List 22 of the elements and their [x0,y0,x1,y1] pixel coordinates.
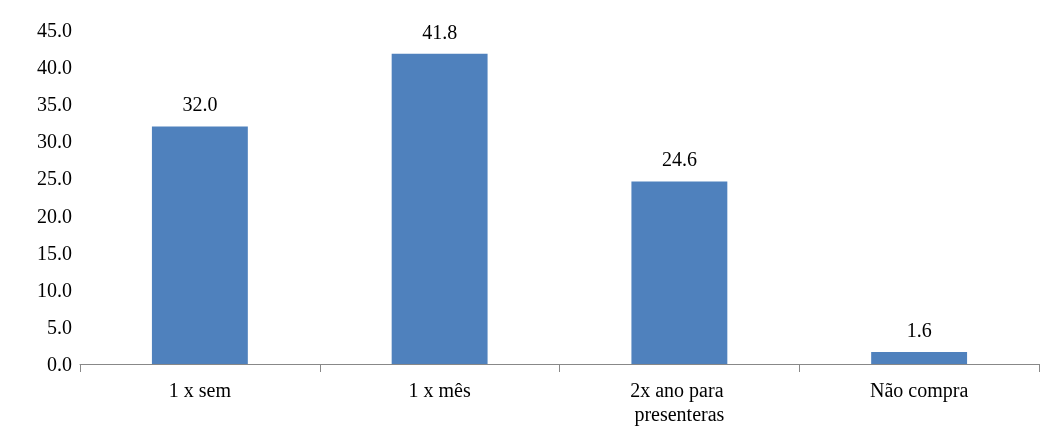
bar [151,126,248,364]
y-tick-label: 10.0 [37,278,72,301]
data-label: 32.0 [182,93,218,116]
y-tick-label: 40.0 [37,56,72,79]
data-label: 41.8 [422,20,458,43]
y-tick-label: 35.0 [37,93,72,116]
bar [631,181,728,364]
y-tick-label: 20.0 [37,204,72,227]
bar [871,352,968,364]
y-tick-label: 15.0 [37,241,72,264]
y-tick-label: 45.0 [37,19,72,41]
y-tick-label: 0.0 [47,353,72,375]
x-tick-label: 2x ano para presenteras [630,379,729,426]
x-tick-label: 1 x sem [168,379,232,401]
y-tick-label: 5.0 [47,315,72,338]
y-tick-label: 30.0 [37,130,72,153]
y-tick-label: 25.0 [37,167,72,190]
data-label: 24.6 [661,148,697,171]
x-tick-label: 1 x mês [408,379,471,401]
data-label: 1.6 [906,319,932,342]
bar [391,53,488,364]
x-tick-label: Não compra [869,379,969,402]
